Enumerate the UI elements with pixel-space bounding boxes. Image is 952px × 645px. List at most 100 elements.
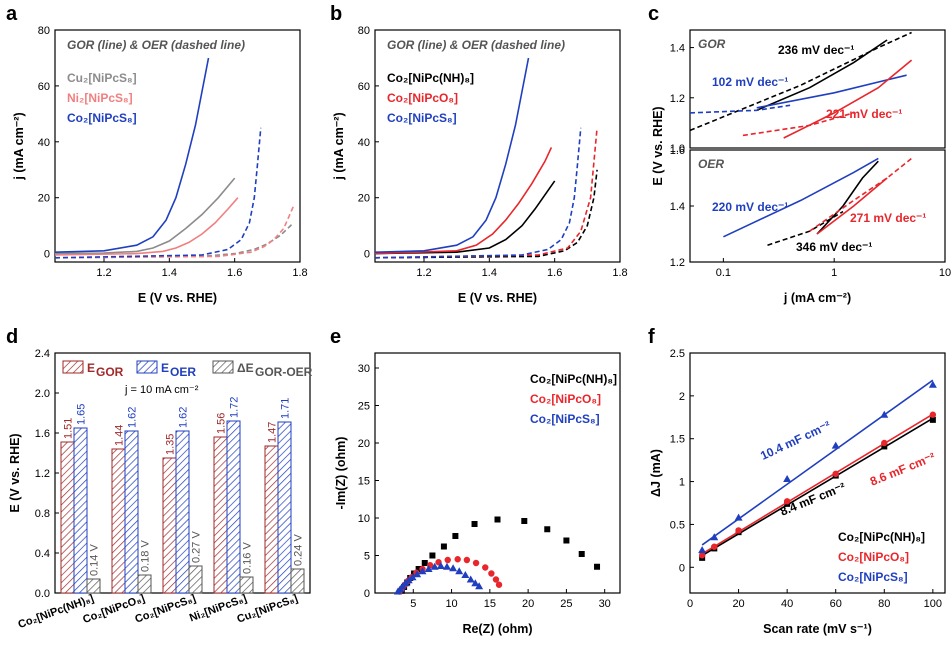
panel-c-gor-frame [689, 29, 946, 149]
legend-subscript: GOR [96, 365, 124, 379]
panel-f-frame [689, 352, 946, 594]
series-line [54, 205, 295, 259]
panel-c-ylabel: E (V vs. RHE) [651, 106, 665, 185]
data-point [880, 410, 889, 418]
legend-entry: Co₂[NiPc(NH)₈] [387, 71, 474, 85]
panel-d-ytick-label: 0.4 [35, 548, 50, 560]
panel-c-xtick-label: 10 [939, 267, 951, 279]
data-point [578, 551, 585, 557]
data-point [928, 380, 937, 388]
legend-entry: Co₂[NiPcO₈] [530, 392, 601, 406]
data-point [442, 562, 451, 570]
tafel-line [689, 31, 912, 132]
data-point [929, 416, 936, 423]
panel-b-xtick-label: 1.2 [416, 267, 431, 279]
data-point [710, 533, 719, 541]
panel-c-xlabel: j (mA cm⁻²) [783, 291, 851, 305]
panel-d-ytick-label: 0.0 [35, 588, 50, 600]
data-point [449, 564, 458, 572]
panel-f-ytick-label: 2 [679, 391, 685, 403]
bar-E_GOR [60, 441, 75, 594]
panel-f-xtick-label: 20 [732, 598, 744, 610]
bar-value-label: 1.62 [178, 407, 190, 428]
panel-e-ytick-label: 5 [364, 551, 370, 563]
data-point [735, 527, 742, 534]
panel-e-ytick-label: 25 [358, 401, 370, 413]
panel-c-oer-ytick-label: 1.2 [670, 257, 685, 269]
data-point [492, 576, 500, 583]
panel-b-xtick-label: 1.6 [547, 267, 562, 279]
panel-b-ytick-label: 80 [358, 25, 370, 37]
data-point [440, 543, 447, 550]
data-point [881, 443, 888, 450]
data-point [783, 475, 792, 482]
bar-E_GOR [162, 457, 177, 594]
data-point [929, 411, 937, 418]
data-point [544, 526, 551, 533]
data-point [831, 441, 840, 449]
bar-value-label: 0.14 V [89, 544, 101, 576]
panel-a-xtick-label: 1.4 [162, 267, 177, 279]
panel-f-xtick-label: 80 [878, 598, 890, 610]
bar-E_OER [73, 427, 88, 594]
legend-swatch [136, 360, 158, 374]
panel-d-ylabel: E (V vs. RHE) [8, 433, 22, 512]
data-point [698, 552, 706, 559]
panel-a-ytick-label: 80 [38, 25, 50, 37]
panel-c-xtick-label: 1 [831, 267, 837, 279]
panel-a-xtick-label: 1.8 [292, 267, 307, 279]
panel-d-ytick-label: 1.6 [35, 428, 50, 440]
panel-f-ytick-label: 1 [679, 477, 685, 489]
panel-b-xlabel: E (V vs. RHE) [458, 291, 537, 305]
panel-label-a: a [6, 3, 18, 25]
bar-value-label: 1.71 [280, 398, 292, 419]
legend-entry: Co₂[NiPc(NH)₈] [838, 530, 925, 544]
data-point [455, 567, 464, 575]
panel-a-note: GOR (line) & OER (dashed line) [67, 38, 245, 52]
legend-entry: E [161, 361, 169, 375]
data-point [413, 570, 422, 578]
data-point [494, 516, 501, 523]
panel-label-b: b [330, 3, 342, 25]
series-line [374, 147, 553, 255]
bar-value-label: 1.56 [216, 413, 228, 434]
bar-value-label: 1.62 [127, 407, 139, 428]
bar-E_OER [124, 430, 139, 594]
tafel-slope-label: 220 mV dec⁻¹ [712, 200, 788, 214]
panel-f-xtick-label: 100 [924, 598, 942, 610]
data-point [444, 556, 451, 564]
panel-e-ytick-label: 20 [358, 438, 370, 450]
tafel-line [816, 160, 879, 235]
data-point [698, 546, 707, 554]
data-point [408, 573, 417, 581]
panel-f-ytick-label: 0 [679, 562, 685, 574]
data-point [472, 559, 480, 567]
data-point [711, 543, 718, 550]
panel-c-sublabel: GOR [698, 37, 726, 51]
panel-c-gor-ytick-label: 1.0 [670, 143, 685, 155]
data-point [461, 571, 470, 578]
category-label: Co₂[NiPc(NH)₈] [17, 592, 96, 631]
panel-d-note: j = 10 mA cm⁻² [124, 384, 199, 396]
panel-f-xtick-label: 60 [830, 598, 842, 610]
panel-e-xtick-label: 30 [599, 598, 611, 610]
data-point [495, 581, 503, 588]
panel-a-ytick-label: 60 [38, 81, 50, 93]
panel-a-ytick-label: 40 [38, 137, 50, 149]
panel-e-ytick-label: 15 [358, 476, 370, 488]
data-point [488, 570, 495, 577]
data-point [475, 582, 484, 590]
data-point [436, 562, 445, 569]
panel-b-frame [374, 29, 621, 263]
panel-e-ylabel: -Im(Z) (ohm) [334, 437, 348, 510]
panel-label-e: e [330, 326, 341, 348]
bar-dE [239, 576, 254, 594]
panel-f-ytick-label: 1.5 [670, 434, 685, 446]
bar-dE [137, 574, 152, 594]
panel-d-ytick-label: 2.4 [35, 348, 50, 360]
panel-d-ytick-label: 2.0 [35, 388, 50, 400]
data-point [424, 565, 433, 572]
panel-a-xtick-label: 1.6 [227, 267, 242, 279]
bar-value-label: 1.35 [165, 434, 177, 455]
series-line [374, 127, 582, 259]
